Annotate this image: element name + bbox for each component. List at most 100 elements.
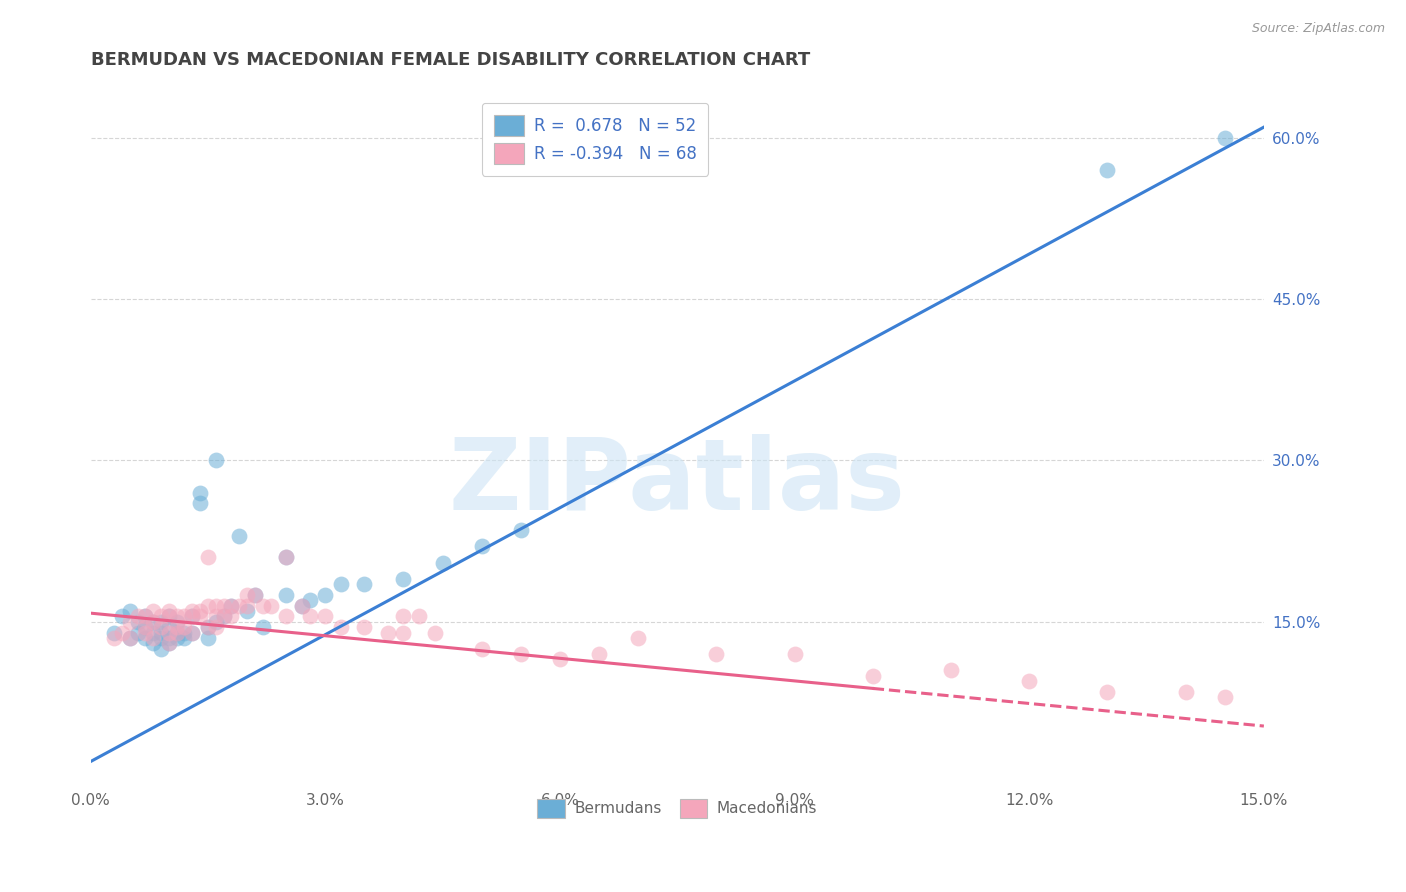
Text: Source: ZipAtlas.com: Source: ZipAtlas.com [1251, 22, 1385, 36]
Point [188, 496, 211, 510]
Point [392, 609, 415, 624]
Point [157, 636, 180, 650]
Point [276, 550, 298, 565]
Point [329, 620, 352, 634]
Point [243, 588, 266, 602]
Point [353, 577, 375, 591]
Point [1097, 163, 1119, 178]
Point [181, 609, 204, 624]
Point [252, 620, 274, 634]
Point [228, 599, 250, 613]
Point [118, 615, 141, 629]
Point [228, 529, 250, 543]
Point [166, 620, 188, 634]
Point [134, 609, 156, 624]
Point [212, 609, 235, 624]
Point [291, 599, 314, 613]
Point [188, 485, 211, 500]
Point [1174, 684, 1197, 698]
Point [181, 609, 204, 624]
Text: BERMUDAN VS MACEDONIAN FEMALE DISABILITY CORRELATION CHART: BERMUDAN VS MACEDONIAN FEMALE DISABILITY… [90, 51, 810, 69]
Point [392, 625, 415, 640]
Point [509, 647, 531, 661]
Point [118, 631, 141, 645]
Point [142, 615, 165, 629]
Point [204, 453, 226, 467]
Point [408, 609, 430, 624]
Point [157, 636, 180, 650]
Point [111, 625, 134, 640]
Point [150, 609, 173, 624]
Point [252, 599, 274, 613]
Point [173, 625, 195, 640]
Point [103, 625, 125, 640]
Point [939, 663, 962, 677]
Point [432, 556, 454, 570]
Point [118, 631, 141, 645]
Point [188, 604, 211, 618]
Point [118, 604, 141, 618]
Legend: Bermudans, Macedonians: Bermudans, Macedonians [531, 792, 823, 824]
Point [204, 615, 226, 629]
Point [157, 609, 180, 624]
Text: ZIPatlas: ZIPatlas [449, 434, 905, 531]
Point [166, 625, 188, 640]
Point [181, 625, 204, 640]
Point [197, 620, 219, 634]
Point [127, 609, 149, 624]
Point [150, 625, 173, 640]
Point [627, 631, 650, 645]
Point [134, 620, 156, 634]
Point [471, 540, 494, 554]
Point [197, 631, 219, 645]
Point [157, 625, 180, 640]
Point [204, 620, 226, 634]
Point [392, 572, 415, 586]
Point [157, 631, 180, 645]
Point [103, 631, 125, 645]
Point [243, 588, 266, 602]
Point [197, 599, 219, 613]
Point [111, 609, 134, 624]
Point [212, 609, 235, 624]
Point [150, 641, 173, 656]
Point [181, 625, 204, 640]
Point [134, 609, 156, 624]
Point [236, 599, 259, 613]
Point [127, 625, 149, 640]
Point [127, 615, 149, 629]
Point [166, 631, 188, 645]
Point [314, 588, 336, 602]
Point [471, 641, 494, 656]
Point [1018, 673, 1040, 688]
Point [134, 625, 156, 640]
Point [188, 609, 211, 624]
Point [204, 609, 226, 624]
Point [1213, 690, 1236, 704]
Point [197, 550, 219, 565]
Point [173, 620, 195, 634]
Point [142, 615, 165, 629]
Point [221, 599, 243, 613]
Point [276, 609, 298, 624]
Point [150, 631, 173, 645]
Point [353, 620, 375, 634]
Point [236, 604, 259, 618]
Point [142, 631, 165, 645]
Point [142, 636, 165, 650]
Point [166, 609, 188, 624]
Point [276, 550, 298, 565]
Point [259, 599, 281, 613]
Point [1213, 131, 1236, 145]
Point [314, 609, 336, 624]
Point [157, 620, 180, 634]
Point [377, 625, 399, 640]
Point [173, 609, 195, 624]
Point [548, 652, 571, 666]
Point [329, 577, 352, 591]
Point [134, 631, 156, 645]
Point [150, 620, 173, 634]
Point [212, 599, 235, 613]
Point [588, 647, 610, 661]
Point [298, 609, 321, 624]
